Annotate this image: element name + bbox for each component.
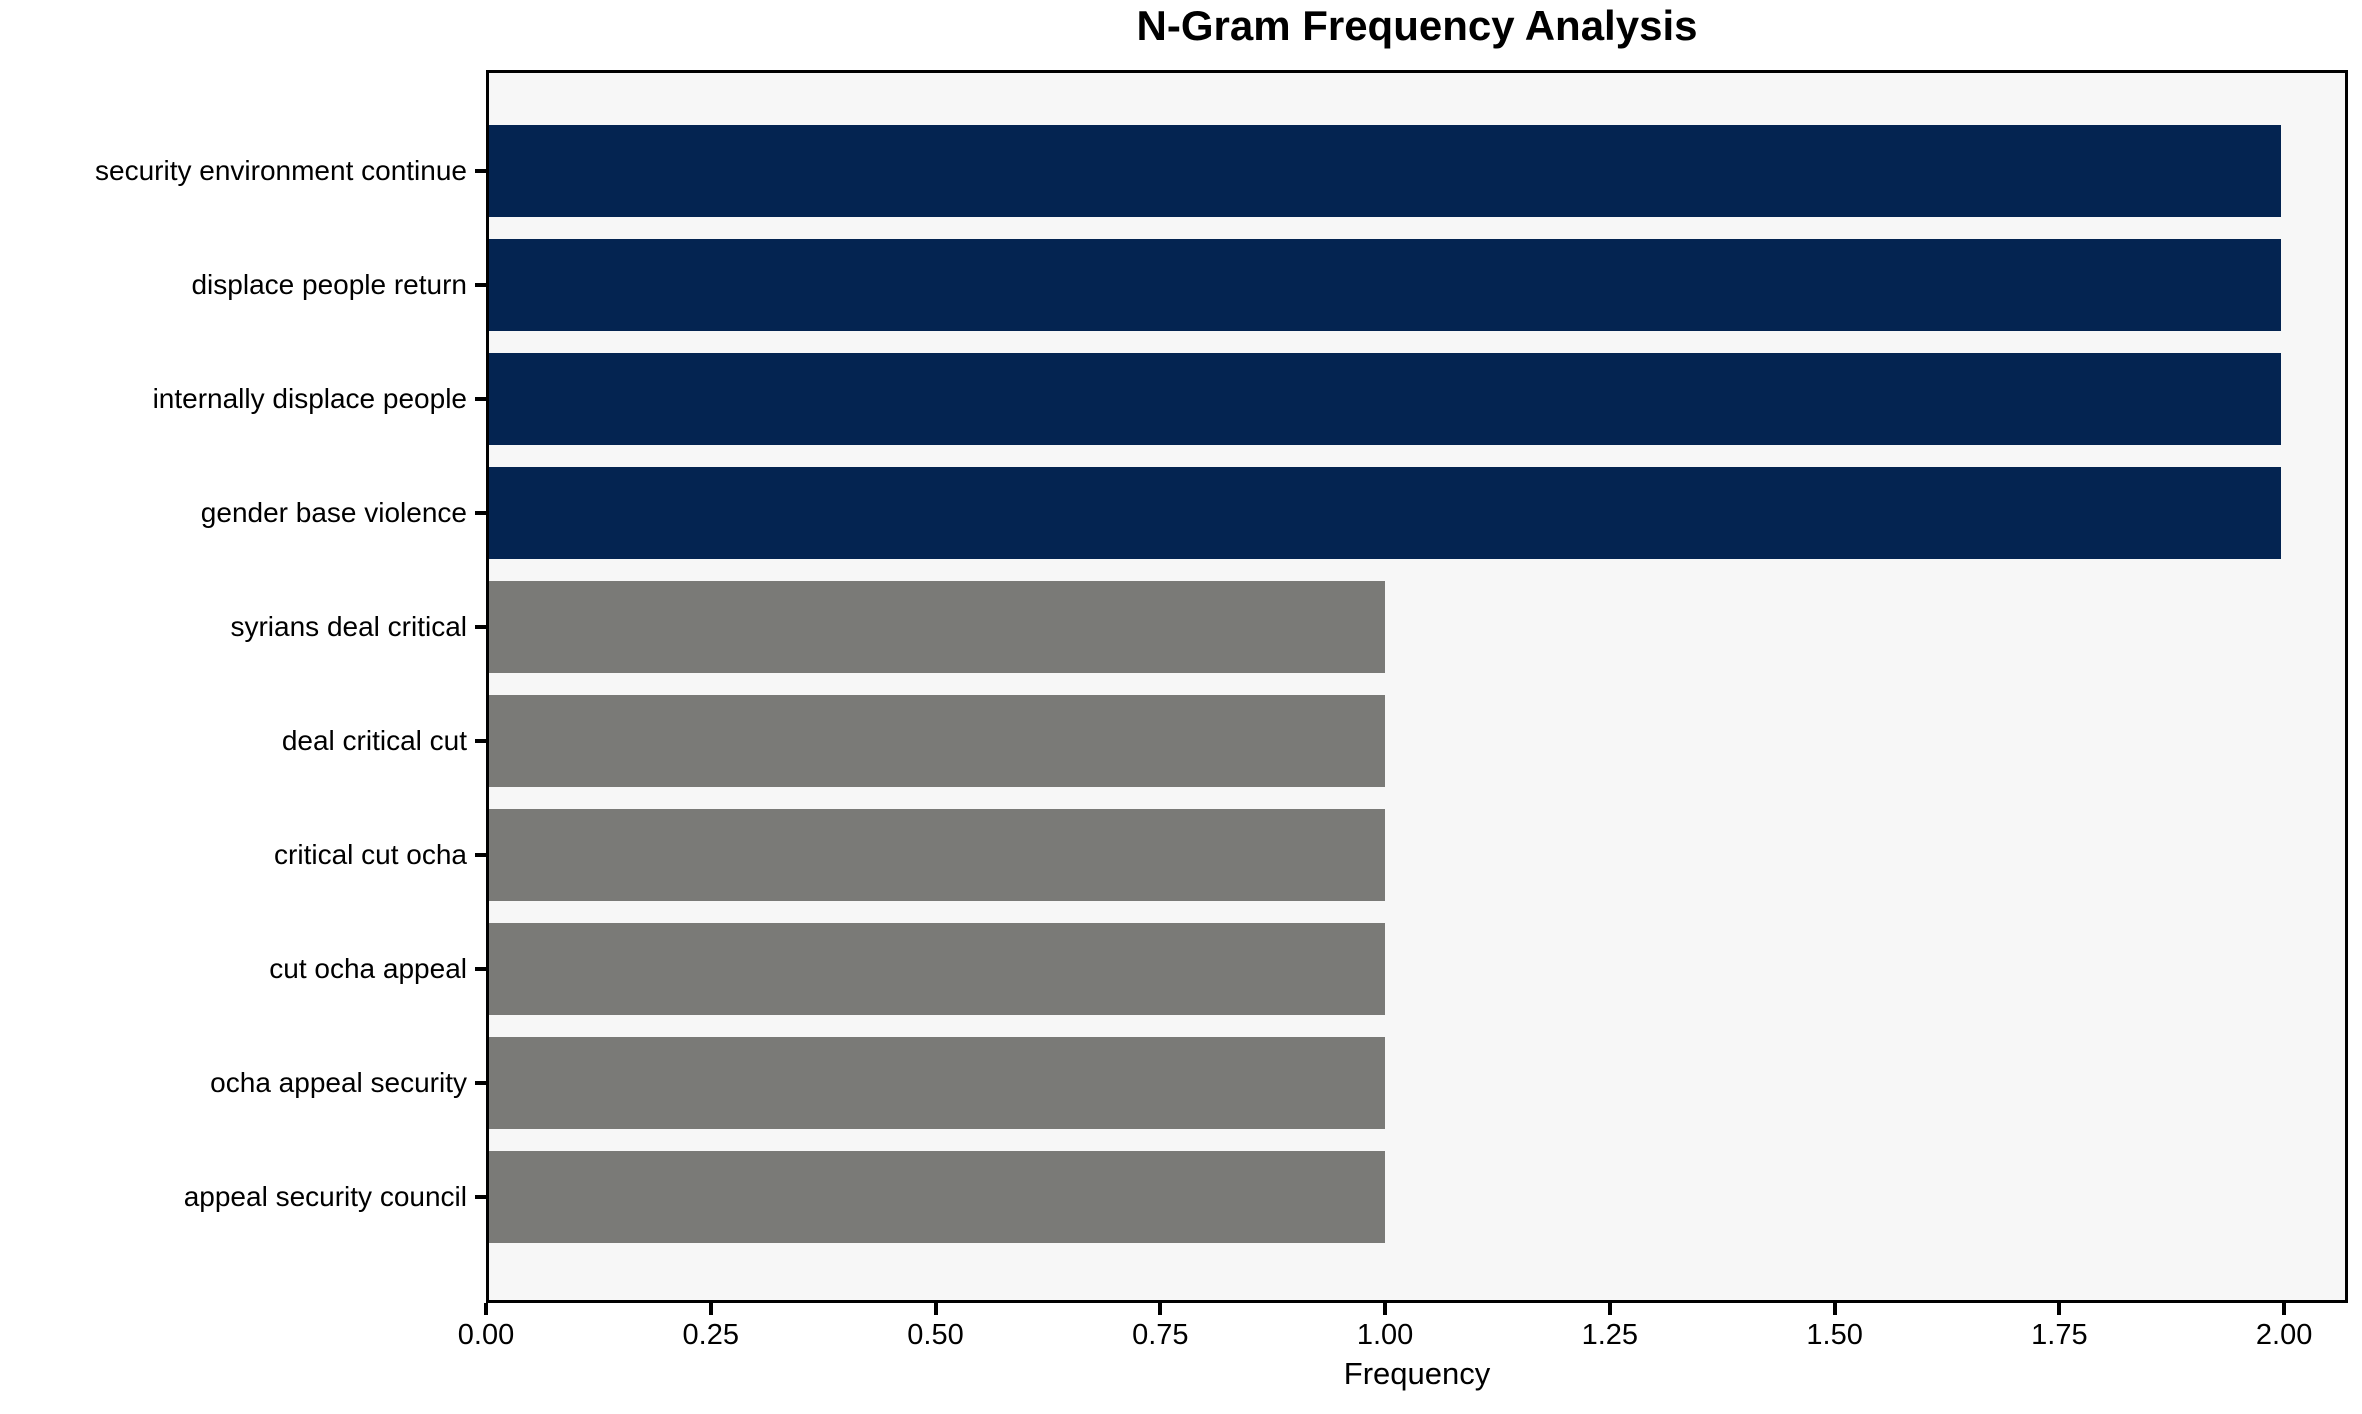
bar [489,581,1386,673]
x-tick-label: 0.00 [457,1319,515,1351]
x-axis-label: Frequency [1343,1356,1491,1391]
bar [489,467,2282,559]
y-tick-mark [475,169,486,173]
x-tick-mark [1158,1303,1163,1315]
y-tick-label: gender base violence [200,497,467,528]
bar-row: syrians deal critical [230,581,2345,673]
bar [489,695,1386,787]
x-tick-label: 0.50 [907,1319,964,1351]
bar-row: cut ocha appeal [269,923,2345,1015]
x-tick-mark [2282,1303,2287,1315]
y-tick-mark [475,1081,486,1085]
x-tick-mark [2057,1303,2062,1315]
x-tick-label: 0.25 [682,1319,739,1351]
y-tick-label: appeal security council [183,1181,467,1212]
x-tick-label: 0.75 [1132,1319,1189,1351]
y-tick-mark [475,283,486,287]
x-tick-mark [484,1303,488,1315]
y-tick-mark [475,625,486,629]
y-tick-mark [475,739,486,743]
y-tick-label: internally displace people [152,383,467,414]
bar [489,353,2282,445]
y-tick-label: deal critical cut [281,725,467,756]
x-tick-mark [708,1303,713,1315]
bar-row: security environment continue [95,125,2345,217]
x-tick-mark [1832,1303,1837,1315]
y-tick-mark [475,1195,486,1199]
bar [489,125,2282,217]
plot-area: security environment continue displace pe… [95,70,2348,1303]
y-tick-label: cut ocha appeal [269,953,467,984]
bar [489,239,2282,331]
x-tick-label: 2.00 [2255,1319,2313,1351]
y-tick-label: security environment continue [95,155,467,186]
y-tick-mark [475,853,486,857]
y-tick-label: ocha appeal security [210,1067,467,1098]
y-tick-mark [475,397,486,401]
x-tick-mark [1607,1303,1612,1315]
bar [489,1151,1386,1243]
bar-row: gender base violence [201,467,2345,559]
bar [489,1037,1386,1129]
bars: security environment continue displace pe… [95,73,2345,1300]
x-tick-mark [1383,1303,1388,1315]
bar-row: deal critical cut [282,695,2345,787]
x-tick-mark [933,1303,938,1315]
bar-row: displace people return [191,239,2345,331]
chart-title: N-Gram Frequency Analysis [1136,2,1698,49]
y-tick-label: critical cut ocha [274,839,467,870]
bar-row: internally displace people [153,353,2345,445]
x-tick-label: 1.25 [1581,1319,1639,1351]
bar [489,809,1386,901]
bar-row: appeal security council [184,1151,2345,1243]
bar [489,923,1386,1015]
y-tick-label: syrians deal critical [230,611,467,642]
bar-row: ocha appeal security [210,1037,2345,1129]
bar-row: critical cut ocha [274,809,2345,901]
y-tick-mark [475,511,486,515]
x-tick-label: 1.00 [1356,1319,1414,1351]
x-tick-label: 1.75 [2031,1319,2088,1351]
y-tick-label: displace people return [191,269,467,300]
y-tick-mark [475,967,486,971]
x-tick-label: 1.50 [1806,1319,1863,1351]
